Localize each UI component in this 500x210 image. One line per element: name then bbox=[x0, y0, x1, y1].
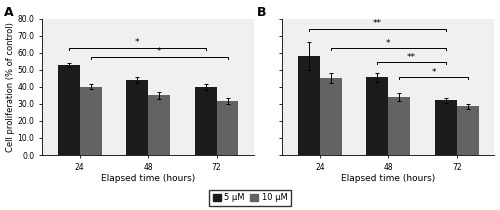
Text: **: ** bbox=[373, 19, 382, 28]
Bar bbox=[435, 100, 457, 155]
Text: B: B bbox=[256, 5, 266, 18]
Bar bbox=[80, 87, 102, 155]
Text: *: * bbox=[157, 47, 162, 56]
Bar bbox=[366, 77, 388, 155]
Bar bbox=[58, 65, 80, 155]
Legend: 5 μM, 10 μM: 5 μM, 10 μM bbox=[210, 190, 290, 206]
Bar bbox=[298, 56, 320, 155]
Bar bbox=[216, 101, 238, 155]
X-axis label: Elapsed time (hours): Elapsed time (hours) bbox=[101, 175, 195, 184]
Bar bbox=[388, 97, 410, 155]
Text: **: ** bbox=[407, 52, 416, 62]
Y-axis label: Cell proliferation (% of control): Cell proliferation (% of control) bbox=[6, 22, 15, 152]
X-axis label: Elapsed time (hours): Elapsed time (hours) bbox=[341, 175, 436, 184]
Text: *: * bbox=[432, 68, 436, 77]
Bar bbox=[126, 80, 148, 155]
Bar bbox=[320, 78, 342, 155]
Bar bbox=[148, 95, 170, 155]
Text: *: * bbox=[135, 38, 140, 47]
Bar bbox=[457, 106, 478, 155]
Text: A: A bbox=[4, 5, 14, 18]
Bar bbox=[194, 87, 216, 155]
Text: *: * bbox=[386, 39, 390, 48]
